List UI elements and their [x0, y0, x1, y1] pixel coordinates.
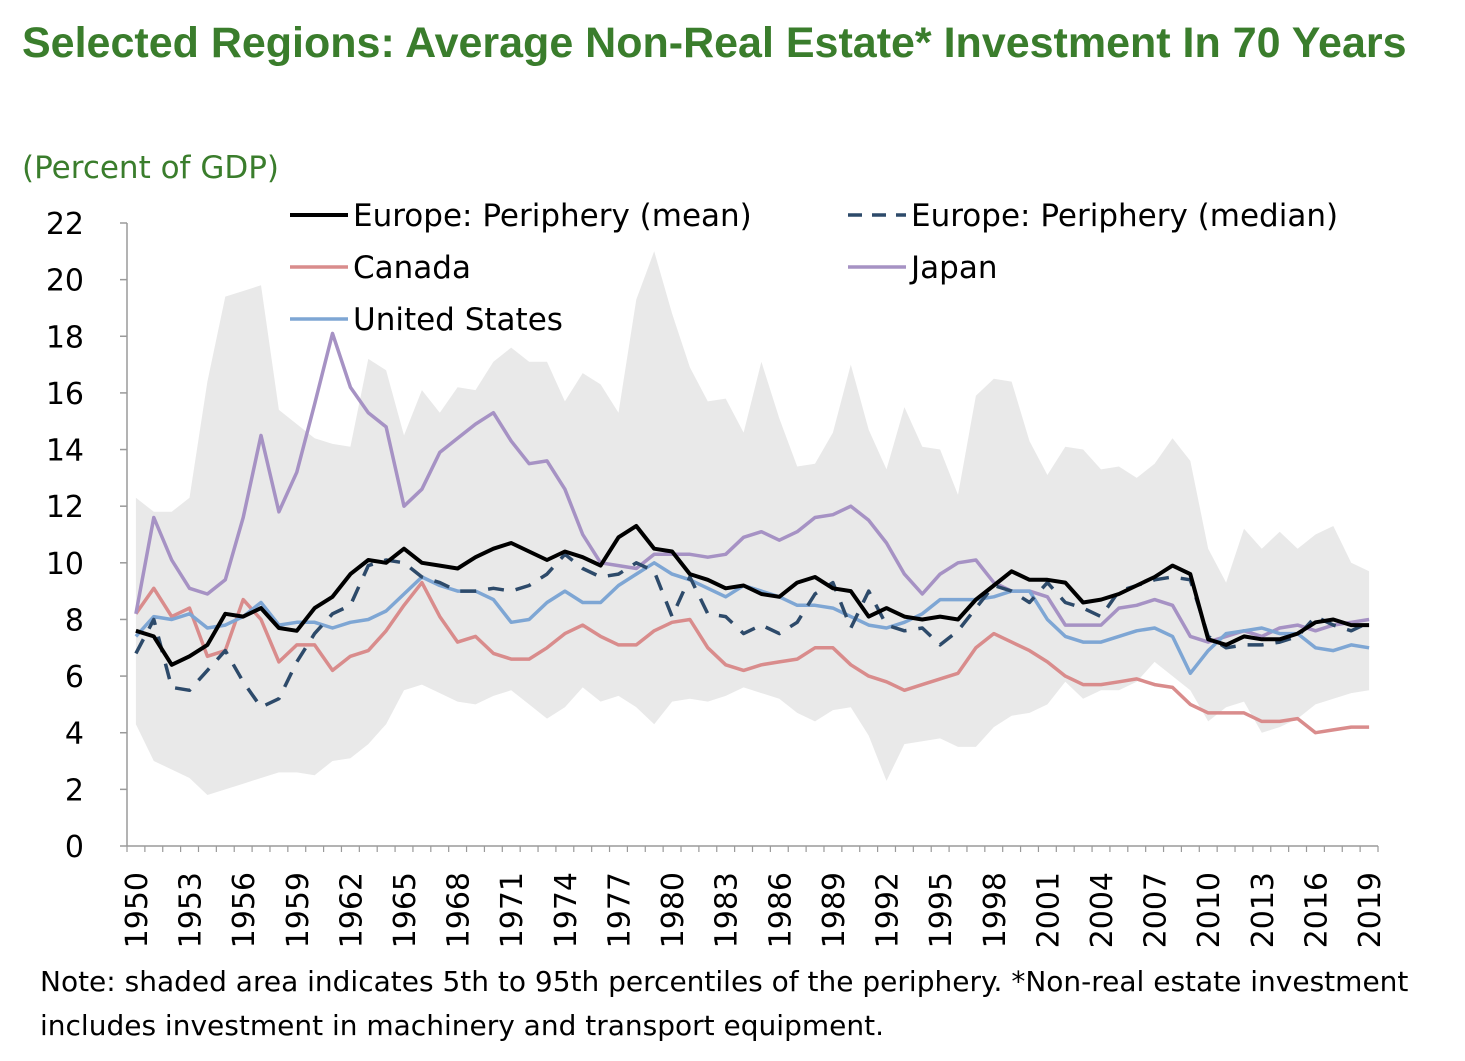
chart-title: Selected Regions: Average Non-Real Estat…: [22, 19, 1407, 67]
legend-label: United States: [353, 302, 563, 338]
legend-label: Europe: Periphery (mean): [353, 198, 752, 234]
x-tick-label: 1998: [978, 872, 1013, 948]
chart-note: Note: shaded area indicates 5th to 95th …: [40, 965, 1409, 1042]
x-tick-label: 1953: [174, 872, 209, 948]
x-tick-label: 2019: [1353, 872, 1388, 948]
x-tick-label: 1974: [549, 872, 584, 948]
x-tick-label: 2004: [1085, 872, 1120, 948]
x-tick-label: 1968: [442, 872, 477, 948]
x-tick-label: 1959: [281, 872, 316, 948]
y-tick-label: 22: [46, 207, 84, 242]
x-tick-label: 1992: [871, 872, 906, 948]
series-line-japan: [134, 331, 1370, 644]
x-tick-label: 1971: [495, 872, 530, 948]
x-tick-label: 1977: [603, 872, 638, 948]
x-tick-label: 2001: [1031, 872, 1066, 948]
legend-label: Japan: [909, 250, 997, 286]
y-tick-label: 2: [65, 773, 84, 808]
y-tick-label: 18: [46, 320, 84, 355]
x-tick-label: 2016: [1300, 872, 1335, 948]
y-tick-label: 12: [46, 490, 84, 525]
series-line-europe-periphery-mean: [135, 524, 1370, 667]
x-tick-label: 2007: [1139, 872, 1174, 948]
x-tick-label: 1980: [656, 872, 691, 948]
series-line-europe-periphery-median: [134, 552, 1370, 709]
x-tick-label: 1962: [334, 872, 369, 948]
percentile-band: [135, 251, 1370, 796]
x-tick-label: 1995: [924, 872, 959, 948]
x-tick-label: 1965: [388, 872, 423, 948]
y-tick-label: 10: [46, 547, 84, 582]
y-tick-label: 6: [65, 660, 84, 695]
series-line-canada: [134, 580, 1370, 735]
y-tick-label: 8: [65, 603, 84, 638]
legend-label: Europe: Periphery (median): [911, 198, 1338, 234]
legend-label: Canada: [353, 250, 471, 286]
y-tick-label: 4: [65, 717, 84, 752]
y-tick-label: 0: [65, 830, 84, 865]
y-tick-label: 16: [46, 377, 84, 412]
chart-subtitle: (Percent of GDP): [22, 150, 280, 186]
x-tick-label: 1950: [120, 872, 155, 948]
y-tick-label: 14: [46, 434, 84, 469]
x-tick-label: 1983: [710, 872, 745, 948]
x-tick-label: 1989: [817, 872, 852, 948]
x-tick-label: 1986: [763, 872, 798, 948]
y-tick-label: 20: [46, 264, 84, 299]
x-tick-label: 2013: [1246, 872, 1281, 948]
x-tick-label: 1956: [227, 872, 262, 948]
x-tick-label: 2010: [1192, 872, 1227, 948]
